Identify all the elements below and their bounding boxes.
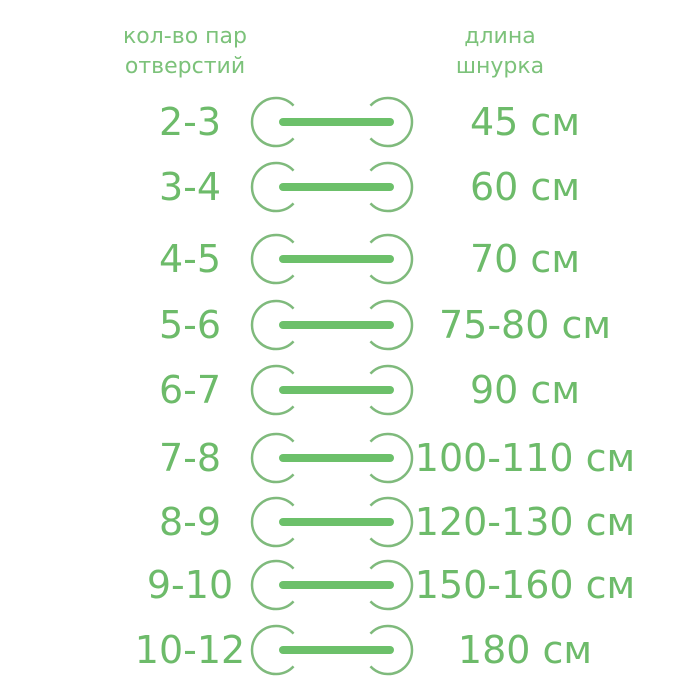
lace-length: 45 см xyxy=(470,100,580,144)
eyelet-circle xyxy=(250,299,295,351)
eyelet-circle xyxy=(250,233,295,285)
eyelet-circle xyxy=(250,161,295,213)
eyelet-circle xyxy=(250,96,295,148)
lace-length: 60 см xyxy=(470,165,580,209)
holes-count: 9-10 xyxy=(146,563,234,607)
header-holes-line2: отверстий xyxy=(124,54,246,79)
eyelet-circle xyxy=(250,624,295,676)
holes-count: 5-6 xyxy=(158,303,222,347)
lace-icon xyxy=(250,496,414,548)
eyelet-circle xyxy=(369,299,414,351)
eyelet-circle xyxy=(369,496,414,548)
lace-length: 180 см xyxy=(457,628,593,672)
lace-icon xyxy=(250,624,414,676)
lace-length: 120-130 см xyxy=(414,500,636,544)
lace-icon xyxy=(250,233,414,285)
lace-length: 70 см xyxy=(470,237,580,281)
holes-count: 4-5 xyxy=(158,237,222,281)
lace-length: 150-160 см xyxy=(414,563,636,607)
lace-icon xyxy=(250,96,414,148)
lace-length: 100-110 см xyxy=(414,436,636,480)
eyelet-circle xyxy=(369,233,414,285)
eyelet-circle xyxy=(250,496,295,548)
header-holes: кол-во пар отверстий xyxy=(95,22,275,82)
eyelet-circle xyxy=(369,624,414,676)
header-length: длина шнурка xyxy=(420,22,580,82)
holes-count: 6-7 xyxy=(158,368,222,412)
holes-count: 10-12 xyxy=(134,628,246,672)
eyelet-circle xyxy=(250,364,295,416)
holes-count: 8-9 xyxy=(158,500,222,544)
lace-icon xyxy=(250,559,414,611)
eyelet-circle xyxy=(250,432,295,484)
lace-icon xyxy=(250,161,414,213)
lace-icon xyxy=(250,364,414,416)
eyelet-circle xyxy=(250,559,295,611)
eyelet-circle xyxy=(369,161,414,213)
lace-icon xyxy=(250,432,414,484)
holes-count: 3-4 xyxy=(158,165,222,209)
eyelet-circle xyxy=(369,364,414,416)
lace-length: 90 см xyxy=(470,368,580,412)
eyelet-circle xyxy=(369,432,414,484)
lace-icon xyxy=(250,299,414,351)
header-holes-line1: кол-во пар xyxy=(123,24,247,49)
header-length-line2: шнурка xyxy=(455,54,545,79)
holes-count: 7-8 xyxy=(158,436,222,480)
eyelet-circle xyxy=(369,559,414,611)
eyelet-circle xyxy=(369,96,414,148)
holes-count: 2-3 xyxy=(158,100,222,144)
lace-length: 75-80 см xyxy=(438,303,612,347)
header-length-line1: длина xyxy=(464,24,536,49)
